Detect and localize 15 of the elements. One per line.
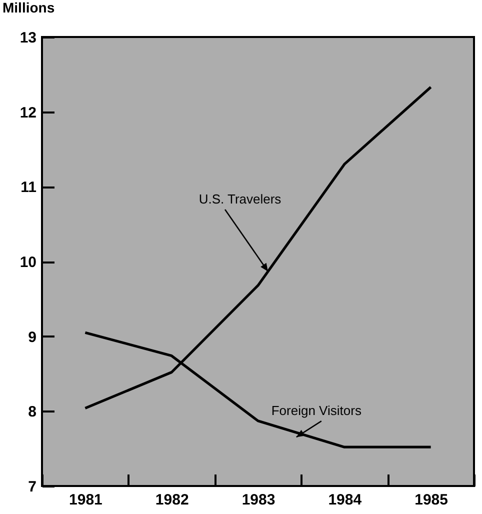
x-tick-label: 1981: [69, 492, 102, 508]
x-tick-label: 1983: [242, 492, 276, 508]
y-tick-label: 10: [20, 254, 36, 271]
text: U.S. Travelers: [198, 191, 282, 206]
y-tick-label: 7: [28, 478, 36, 496]
y-tick-label: 8: [28, 404, 36, 421]
x-tick-label: 1985: [414, 492, 448, 508]
y-tick-label: 11: [20, 179, 36, 196]
x-tick-label: 1984: [328, 492, 362, 508]
y-tick-label: 9: [28, 328, 36, 346]
series-label: Foreign Visitors: [271, 403, 362, 418]
y-tick-label: 12: [20, 104, 36, 122]
x-tick-label: 1982: [155, 492, 189, 508]
y-axis-title: Millions: [2, 0, 55, 16]
y-tick-label: 13: [20, 30, 36, 46]
